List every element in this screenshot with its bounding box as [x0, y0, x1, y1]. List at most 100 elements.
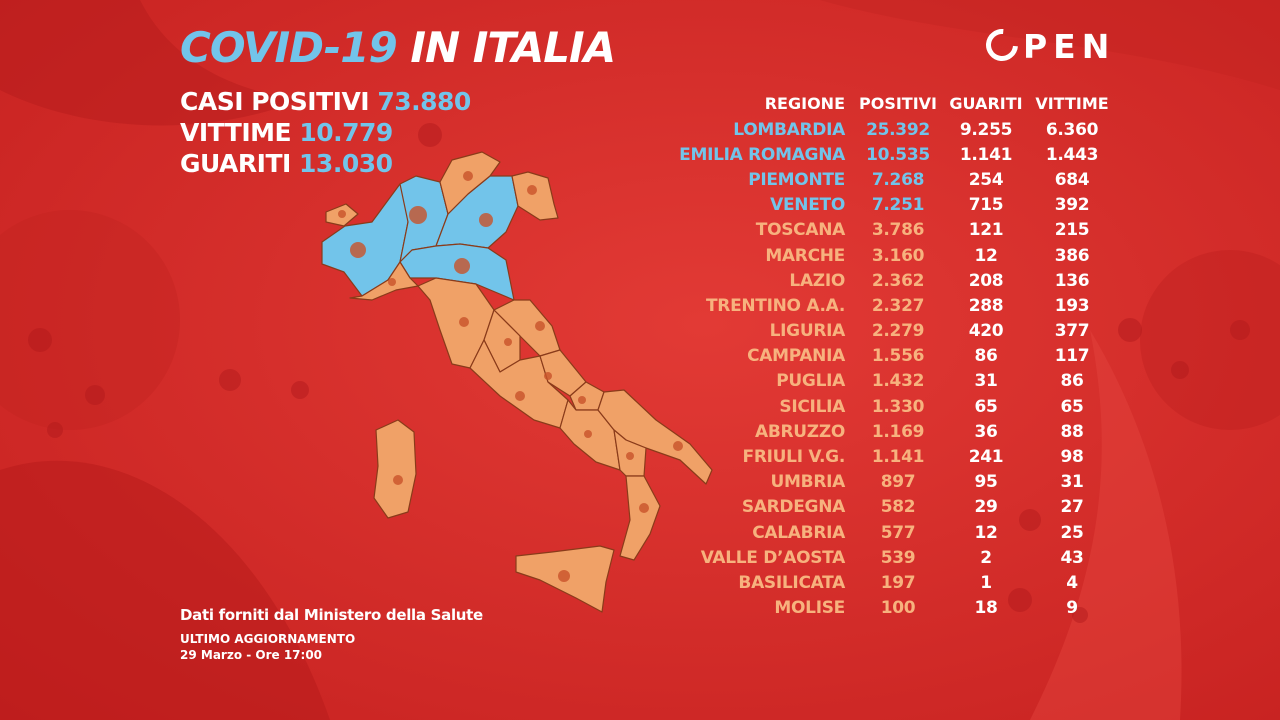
- guariti-cell: 12: [974, 245, 998, 266]
- guariti-cell: 29: [974, 497, 998, 518]
- vittime-cell: 65: [1060, 396, 1084, 417]
- table-body: LOMBARDIA 25.392 9.255 6.360 EMILIA ROMAGNA 1…: [660, 117, 1120, 621]
- vittime-cell: 136: [1054, 270, 1090, 291]
- guariti-cell: 1: [980, 572, 992, 593]
- positivi-cell: 1.556: [871, 346, 925, 367]
- summary-guariti-value: 13.030: [299, 149, 393, 178]
- positivi-cell: 2.362: [871, 270, 925, 291]
- positivi-cell: 1.169: [871, 421, 925, 442]
- positivi-cell: 577: [880, 522, 916, 543]
- table-row: CAMPANIA 1.556 86 117: [660, 344, 1120, 369]
- guariti-cell: 208: [968, 270, 1004, 291]
- table-row: LOMBARDIA 25.392 9.255 6.360: [660, 117, 1120, 142]
- vittime-cell: 9: [1066, 598, 1078, 619]
- guariti-cell: 420: [968, 321, 1004, 342]
- region-cell: ABRUZZO: [754, 421, 845, 442]
- positivi-cell: 1.141: [871, 447, 925, 468]
- summary-vittime-label: VITTIME: [180, 118, 292, 147]
- positivi-cell: 3.160: [871, 245, 925, 266]
- table-row: FRIULI V.G. 1.141 241 98: [660, 444, 1120, 469]
- positivi-cell: 7.268: [871, 169, 925, 190]
- vittime-cell: 392: [1054, 195, 1090, 216]
- summary-positivi-value: 73.880: [377, 87, 471, 116]
- summary-vittime-value: 10.779: [299, 118, 393, 147]
- region-cell: PIEMONTE: [748, 169, 845, 190]
- guariti-cell: 254: [968, 169, 1004, 190]
- table-row: SARDEGNA 582 29 27: [660, 495, 1120, 520]
- header-regione: REGIONE: [764, 93, 845, 113]
- positivi-cell: 2.327: [871, 295, 925, 316]
- table-row: SICILIA 1.330 65 65: [660, 394, 1120, 419]
- region-cell: SARDEGNA: [741, 497, 845, 518]
- region-cell: PUGLIA: [776, 371, 845, 392]
- summary-vittime: VITTIME 10.779: [180, 117, 471, 148]
- table-row: TOSCANA 3.786 121 215: [660, 218, 1120, 243]
- vittime-cell: 98: [1060, 447, 1084, 468]
- guariti-cell: 121: [968, 220, 1004, 241]
- region-cell: VALLE D’AOSTA: [700, 547, 846, 568]
- update-label: ULTIMO AGGIORNAMENTO: [180, 632, 356, 646]
- update-date: 29 Marzo - Ore 17:00: [180, 648, 323, 662]
- table-row: PIEMONTE 7.268 254 684: [660, 167, 1120, 192]
- table-row: CALABRIA 577 12 25: [660, 520, 1120, 545]
- table-row: MOLISE 100 18 9: [660, 596, 1120, 621]
- vittime-cell: 377: [1054, 321, 1090, 342]
- region-cell: VENETO: [770, 195, 845, 216]
- table-header: REGIONE POSITIVI GUARITI VITTIME: [660, 92, 1120, 114]
- positivi-cell: 100: [880, 598, 916, 619]
- vittime-cell: 6.360: [1045, 119, 1099, 140]
- positivi-cell: 7.251: [871, 195, 925, 216]
- positivi-cell: 2.279: [871, 321, 925, 342]
- region-cell: TRENTINO A.A.: [705, 295, 845, 316]
- header-vittime: VITTIME: [1035, 93, 1109, 113]
- guariti-cell: 31: [974, 371, 998, 392]
- table-row: MARCHE 3.160 12 386: [660, 243, 1120, 268]
- positivi-cell: 197: [880, 572, 916, 593]
- positivi-cell: 1.432: [871, 371, 925, 392]
- positivi-cell: 10.535: [866, 144, 930, 165]
- vittime-cell: 117: [1054, 346, 1090, 367]
- guariti-cell: 36: [974, 421, 998, 442]
- region-cell: TOSCANA: [755, 220, 846, 241]
- vittime-cell: 684: [1054, 169, 1090, 190]
- vittime-cell: 386: [1054, 245, 1090, 266]
- regions-table: REGIONE POSITIVI GUARITI VITTIME LOMBARD…: [660, 92, 1120, 621]
- map-region-puglia: [597, 389, 713, 485]
- source-text: Dati forniti dal Ministero della Salute: [180, 606, 483, 624]
- region-cell: LAZIO: [789, 270, 845, 291]
- guariti-cell: 86: [974, 346, 998, 367]
- summary-guariti-label: GUARITI: [180, 149, 291, 178]
- table-row: VENETO 7.251 715 392: [660, 193, 1120, 218]
- summary-stats: CASI POSITIVI 73.880 VITTIME 10.779 GUAR…: [180, 86, 471, 179]
- region-cell: FRIULI V.G.: [742, 447, 846, 468]
- guariti-cell: 1.141: [959, 144, 1013, 165]
- positivi-cell: 25.392: [866, 119, 930, 140]
- region-cell: MARCHE: [765, 245, 845, 266]
- guariti-cell: 715: [968, 195, 1004, 216]
- map-region-sardegna: [373, 419, 417, 519]
- vittime-cell: 43: [1060, 547, 1084, 568]
- vittime-cell: 4: [1066, 572, 1078, 593]
- headline-covid: COVID-19: [180, 23, 398, 72]
- positivi-cell: 3.786: [871, 220, 925, 241]
- guariti-cell: 288: [968, 295, 1004, 316]
- headline-italia: IN ITALIA: [410, 23, 616, 72]
- map-region-friuli: [511, 171, 559, 221]
- vittime-cell: 27: [1060, 497, 1084, 518]
- vittime-cell: 193: [1054, 295, 1090, 316]
- headline: COVID-19 IN ITALIA: [180, 23, 616, 72]
- table-row: TRENTINO A.A. 2.327 288 193: [660, 293, 1120, 318]
- region-cell: BASILICATA: [738, 572, 845, 593]
- map-region-calabria: [619, 475, 661, 561]
- positivi-cell: 897: [880, 472, 916, 493]
- positivi-cell: 1.330: [871, 396, 925, 417]
- positivi-cell: 582: [880, 497, 916, 518]
- region-cell: CALABRIA: [752, 522, 845, 543]
- header-guariti: GUARITI: [949, 93, 1023, 113]
- logo-o-icon: [979, 22, 1025, 68]
- guariti-cell: 65: [974, 396, 998, 417]
- region-cell: LOMBARDIA: [733, 119, 845, 140]
- vittime-cell: 31: [1060, 472, 1084, 493]
- table-row: PUGLIA 1.432 31 86: [660, 369, 1120, 394]
